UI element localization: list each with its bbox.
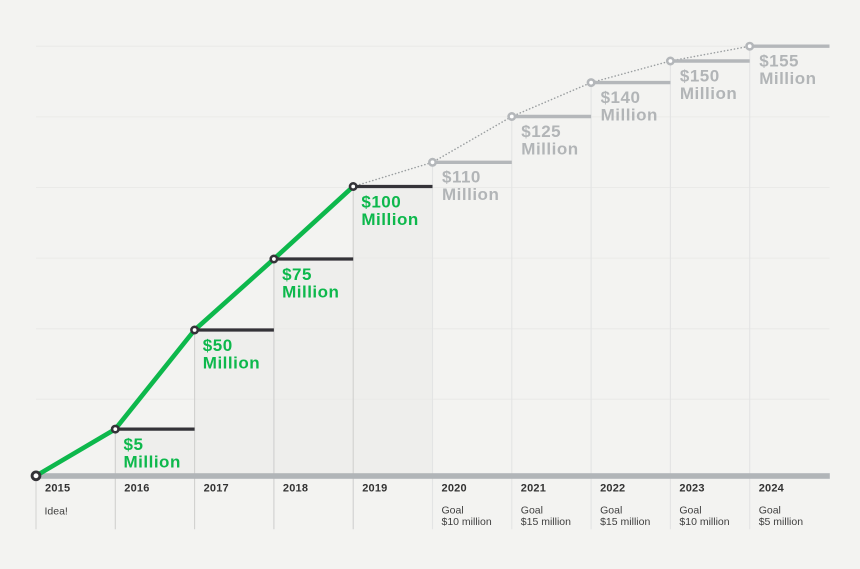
svg-text:2017: 2017 — [204, 482, 229, 494]
svg-text:2019: 2019 — [362, 482, 387, 494]
svg-text:$5 million: $5 million — [759, 516, 804, 528]
svg-text:Goal: Goal — [442, 505, 464, 517]
svg-text:Goal: Goal — [600, 505, 622, 517]
svg-text:2020: 2020 — [442, 482, 467, 494]
svg-text:$100: $100 — [361, 192, 401, 211]
svg-text:Million: Million — [442, 185, 499, 204]
svg-text:Million: Million — [680, 84, 737, 103]
svg-text:$10 million: $10 million — [679, 516, 729, 528]
svg-text:Million: Million — [282, 282, 339, 301]
svg-text:2023: 2023 — [679, 482, 704, 494]
svg-text:$15 million: $15 million — [521, 516, 571, 528]
svg-text:2018: 2018 — [283, 482, 308, 494]
svg-text:Million: Million — [521, 139, 578, 158]
svg-text:Million: Million — [601, 105, 658, 124]
svg-text:$155: $155 — [759, 52, 799, 71]
svg-text:$125: $125 — [521, 122, 561, 141]
svg-text:Million: Million — [124, 452, 181, 471]
svg-text:$140: $140 — [601, 88, 641, 107]
svg-text:$150: $150 — [680, 66, 720, 85]
svg-text:2021: 2021 — [521, 482, 546, 494]
svg-text:Goal: Goal — [521, 505, 543, 517]
svg-text:2016: 2016 — [124, 482, 149, 494]
svg-text:$50: $50 — [203, 336, 233, 355]
svg-text:Goal: Goal — [679, 505, 701, 517]
svg-text:$75: $75 — [282, 265, 312, 284]
svg-text:Million: Million — [361, 210, 418, 229]
svg-text:$5: $5 — [124, 435, 144, 454]
svg-text:Million: Million — [759, 69, 816, 88]
svg-text:Million: Million — [203, 353, 260, 372]
svg-text:2015: 2015 — [45, 482, 70, 494]
svg-text:$110: $110 — [442, 168, 481, 187]
svg-text:Goal: Goal — [759, 505, 781, 517]
svg-text:$10 million: $10 million — [442, 516, 492, 528]
svg-text:2022: 2022 — [600, 482, 625, 494]
svg-text:Idea!: Idea! — [45, 505, 68, 517]
svg-text:2024: 2024 — [759, 482, 785, 494]
svg-text:$15 million: $15 million — [600, 516, 650, 528]
